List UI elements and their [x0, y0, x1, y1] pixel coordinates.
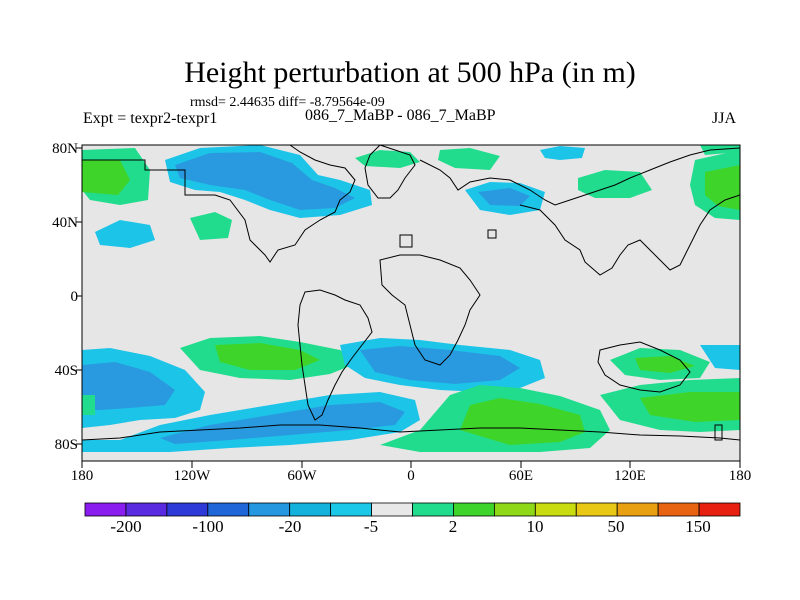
colorbar-label: 50: [607, 517, 625, 536]
colorbar-label: -200: [110, 517, 142, 536]
coast-north-america: [82, 145, 356, 263]
nh-blue-speckle: [540, 146, 585, 160]
nh-green-top-east: [700, 145, 740, 155]
sh-blue-east-edge: [700, 345, 740, 370]
lon-label-60e: 60E: [508, 468, 534, 484]
lon-label-60w: 60W: [287, 468, 317, 484]
colorbar-label: 10: [526, 517, 544, 536]
lat-label-80n: 80N: [52, 141, 78, 157]
sh-green-far-east-inner: [640, 392, 740, 422]
stats-label: rmsd= 2.44635 diff= -8.79564e-09: [190, 95, 385, 110]
nh-green-topband: [355, 150, 420, 168]
sh-green-south-inner: [460, 398, 585, 445]
colorbar-box: [289, 502, 332, 517]
colorbar-label: -100: [192, 517, 224, 536]
coast-antarctica: [82, 424, 740, 441]
lon-label-120e: 120E: [614, 468, 646, 484]
lon-label-180e: 180: [728, 468, 752, 484]
nh-green-region-west-inner: [82, 160, 130, 195]
lat-label-40n: 40N: [52, 215, 78, 231]
colorbar: [84, 502, 741, 517]
sh-blue-south-west: [82, 440, 130, 452]
lon-label-180w: 180: [70, 468, 94, 484]
sh-blue-band-inner: [160, 402, 405, 444]
colorbar-box: [166, 502, 209, 517]
colorbar-box: [493, 502, 536, 517]
colorbar-box: [412, 502, 454, 517]
colorbar-box: [575, 502, 618, 517]
sh-green-mid-inner: [215, 343, 320, 370]
colorbar-label: -20: [278, 517, 302, 536]
season-label: JJA: [712, 110, 737, 127]
lon-label-0: 0: [407, 468, 415, 484]
experiment-label: Expt = texpr2-texpr1: [83, 110, 218, 127]
colorbar-box: [616, 502, 659, 517]
nh-lightblue-small: [95, 220, 155, 248]
nh-green-far-east-inner: [705, 165, 740, 210]
colorbar-box: [125, 502, 168, 517]
colorbar-box: [698, 502, 741, 517]
coast-africa: [379, 254, 481, 366]
colorbar-box: [534, 502, 577, 517]
colorbar-box: [371, 502, 413, 517]
colorbar-box: [248, 502, 291, 517]
colorbar-label: -5: [363, 517, 379, 536]
contour-field: [82, 145, 740, 461]
colorbar-label: 150: [685, 517, 711, 536]
lat-label-40s: 40S: [54, 363, 78, 379]
colorbar-box: [657, 502, 700, 517]
coast-asia-south: [519, 194, 740, 276]
lat-label-0: 0: [70, 289, 79, 305]
coast-islands: [399, 229, 497, 248]
colorbar-box: [453, 502, 495, 517]
colorbar-box: [330, 502, 372, 517]
lon-label-120w: 120W: [173, 468, 211, 484]
coast-europe-asia: [419, 147, 740, 206]
lat-label-80s: 80S: [54, 437, 78, 453]
sh-blue-west-inner: [82, 362, 175, 410]
coast-south-america: [297, 289, 373, 421]
map-title: Height perturbation at 500 hPa (in m): [184, 56, 636, 89]
colorbar-label: 2: [448, 517, 458, 536]
colorbar-box: [84, 502, 127, 517]
nh-blue-large-inner: [175, 152, 355, 210]
nh-blue-mid-inner: [478, 188, 530, 206]
tick-marks: [76, 147, 741, 468]
coast-new-zealand: [714, 424, 723, 441]
case-label: 086_7_MaBP - 086_7_MaBP: [305, 107, 496, 124]
sh-green-south-west-edge: [82, 395, 95, 415]
coast-australia: [597, 341, 691, 393]
colorbar-box: [207, 502, 250, 517]
nh-green-topband-2: [438, 148, 500, 170]
coastlines: [82, 145, 740, 441]
coast-greenland: [364, 145, 416, 199]
nh-green-small: [190, 212, 232, 240]
